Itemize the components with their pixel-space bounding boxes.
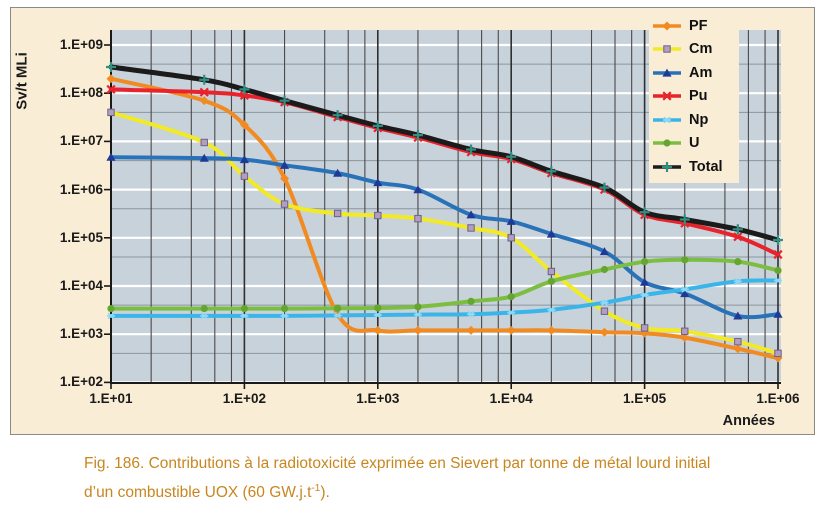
series-cm <box>107 108 782 358</box>
series-line-pf <box>109 76 780 361</box>
chart-legend: PF Cm Am Pu Np U Total <box>649 12 739 183</box>
legend-item-am: Am <box>649 61 739 85</box>
x-tick-label: 1.E+03 <box>356 391 400 406</box>
y-tick-label: 1.E+06 <box>59 181 103 197</box>
legend-label: U <box>689 135 700 152</box>
x-tick-label: 1.E+05 <box>623 391 667 406</box>
legend-label: Cm <box>689 41 713 58</box>
figure-caption: Fig. 186. Contributions à la radiotoxici… <box>84 451 796 505</box>
y-tick-label: 1.E+03 <box>59 326 103 342</box>
legend-item-pf: PF <box>649 14 739 38</box>
legend-swatch-am-icon <box>653 68 681 77</box>
y-tick-label: 1.E+09 <box>59 37 103 52</box>
y-tick-label: 1.E+08 <box>59 85 103 101</box>
legend-label: Np <box>689 111 709 128</box>
legend-label: PF <box>689 17 708 34</box>
legend-swatch-total-icon <box>653 161 681 172</box>
legend-swatch-pu-icon <box>653 91 681 101</box>
x-tick-label: 1.E+01 <box>89 391 133 406</box>
y-tick-label: 1.E+04 <box>59 278 103 293</box>
x-tick-label: 1.E+04 <box>489 391 533 406</box>
x-tick-label: 1.E+02 <box>222 391 266 406</box>
legend-item-np: Np <box>649 108 739 132</box>
legend-label: Am <box>689 64 713 81</box>
legend-item-pu: Pu <box>649 85 739 109</box>
series-total <box>106 61 783 246</box>
caption-line-1: Fig. 186. Contributions à la radiotoxici… <box>84 455 711 472</box>
legend-label: Total <box>689 158 723 175</box>
legend-swatch-np-icon <box>653 116 681 124</box>
legend-item-total: Total <box>649 155 739 179</box>
legend-swatch-cm-icon <box>653 45 681 53</box>
x-axis-title: Années <box>722 413 775 429</box>
legend-swatch-pf-icon <box>653 21 681 31</box>
y-tick-label: 1.E+05 <box>59 229 103 245</box>
y-tick-label: 1.E+02 <box>59 374 103 390</box>
series-u <box>107 256 782 313</box>
caption-line-2: d’un combustible UOX (60 GW.j.t-1). <box>84 483 330 502</box>
legend-item-cm: Cm <box>649 38 739 62</box>
y-tick-label: 1.E+07 <box>59 133 103 149</box>
legend-label: Pu <box>689 88 708 105</box>
x-tick-label: 1.E+06 <box>756 391 800 406</box>
legend-item-u: U <box>649 132 739 156</box>
legend-swatch-u-icon <box>653 139 681 147</box>
series-np <box>107 277 782 320</box>
